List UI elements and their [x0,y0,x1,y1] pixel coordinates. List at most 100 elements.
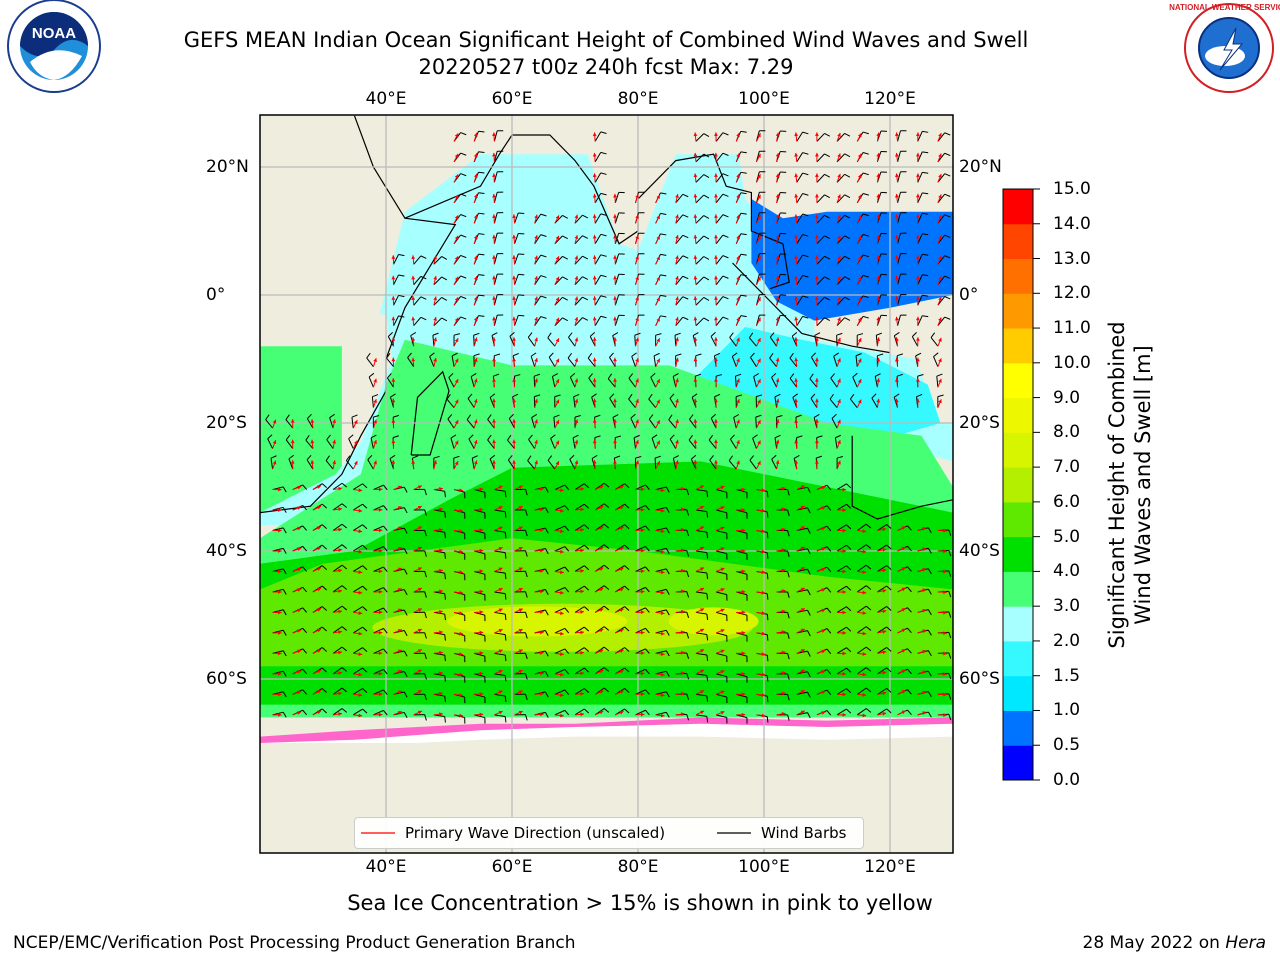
wind-barb [695,276,705,286]
wind-barb [937,234,946,245]
wind-barb-flag [628,373,634,379]
wind-barb [609,397,616,408]
wind-barb-flag [282,711,287,718]
wind-barb-flag [504,532,507,539]
wind-barb [494,673,506,677]
wind-barb-flag [749,455,754,461]
wave-arrow-head [290,439,295,444]
wind-barb [373,648,384,654]
wave-arrow-head [297,649,302,654]
wind-barb [594,213,602,224]
wave-arrow-head [417,669,422,674]
wave-arrow-head [757,133,761,138]
wind-barb-flag [600,233,607,237]
wind-barb [836,276,845,286]
wind-barb-flag [922,171,929,174]
wind-barb-flag [460,173,467,177]
wind-barb [668,419,677,429]
wave-arrow-head [433,275,438,280]
wind-barb-flag [907,525,912,531]
wind-barb [285,439,294,449]
wind-barb [429,356,435,367]
wind-barb-flag [871,393,877,399]
wind-barb-flag [504,552,507,559]
wind-barb-flag [686,550,690,557]
wave-arrow-head [876,214,881,219]
wind-barb-flag [267,434,273,440]
wind-barb-flag [403,568,408,575]
wind-barb-flag [544,589,549,596]
lat-tick-right: 40°S [959,541,1000,561]
ocean-band-west [260,346,374,519]
wave-arrow-head [693,214,698,219]
wind-barb-flag [603,605,610,611]
wind-barb-flag [424,694,427,701]
wave-arrow-head [922,690,927,695]
wind-barb [494,632,506,636]
wave-arrow-head [857,317,862,322]
colorbar-tick-label: 12.0 [1053,283,1091,304]
wind-barb-flag [844,235,851,240]
wind-barb [877,544,887,552]
wind-barb-flag [948,550,952,557]
wind-barb [393,315,399,326]
wave-arrow-head [512,357,517,362]
wind-barb-flag [583,524,590,530]
wave-arrow-head [660,529,665,534]
wind-barb [413,317,422,327]
wind-barb-flag [582,255,589,260]
wave-arrow-head [599,649,604,653]
wave-arrow-head [417,587,422,592]
wind-barb-flag [787,509,790,516]
wind-barb [937,193,946,204]
wave-arrow-head [882,670,887,675]
wave-arrow-head [479,507,484,512]
wind-barb [695,133,705,142]
wind-barb-flag [302,668,308,675]
wave-arrow-head [278,569,282,574]
wave-arrow-head [714,460,718,464]
wind-barb-flag [424,550,427,557]
wind-barb-flag [603,646,610,652]
wind-barb-flag [807,528,811,534]
wind-barb [897,151,901,163]
wind-barb [594,152,602,163]
wave-arrow-head [640,651,645,656]
wind-barb-flag [665,527,670,534]
wave-arrow-head [862,713,867,718]
wind-barb [514,315,519,326]
wave-arrow-head [391,357,396,362]
wave-arrow-head [901,587,906,592]
wave-arrow-head [378,528,383,533]
wave-arrow-head [555,440,560,445]
wave-arrow-head [720,547,725,551]
wave-arrow-head [938,296,942,301]
wave-arrow-head [479,589,484,594]
wind-barb-flag [504,675,507,682]
wind-barb [655,527,667,532]
wind-barb [856,646,867,654]
wave-arrow-head [439,712,443,717]
wave-arrow-head [378,610,383,615]
wind-barb-flag [686,530,690,537]
wind-barb-flag [383,587,388,593]
wind-barb [633,437,636,449]
wave-arrow-head [876,193,881,198]
wind-barb [332,544,343,552]
wind-barb [572,437,576,449]
wind-barb-flag [373,414,380,418]
wave-arrow-head [895,316,899,321]
wave-arrow-head [613,275,617,280]
wind-barb [852,376,858,388]
wave-arrow-head [794,296,799,300]
wave-arrow-head [317,567,322,571]
wave-arrow-head [580,650,584,655]
wave-arrow-head [338,548,342,553]
wind-barb [487,419,495,429]
wave-arrow-head [592,337,597,341]
wave-arrow-head [592,439,597,444]
wave-arrow-head [857,133,862,138]
wave-arrow-head [781,691,786,696]
wind-barb-flag [886,626,892,632]
wave-arrow-head [693,419,698,423]
